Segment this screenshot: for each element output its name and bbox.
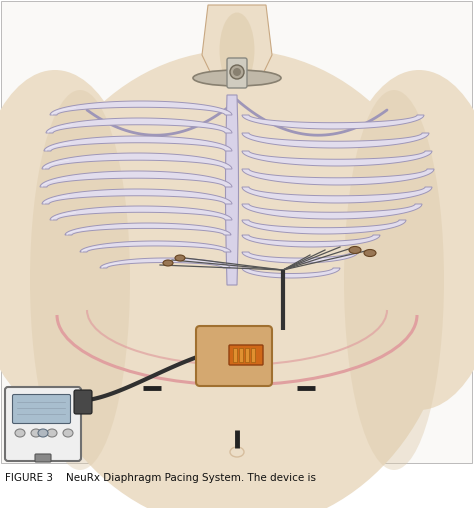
FancyBboxPatch shape	[233, 348, 237, 362]
Polygon shape	[46, 118, 232, 133]
FancyBboxPatch shape	[227, 58, 247, 88]
FancyBboxPatch shape	[196, 326, 272, 386]
FancyBboxPatch shape	[1, 1, 472, 463]
Ellipse shape	[22, 50, 452, 508]
Polygon shape	[242, 268, 340, 278]
Polygon shape	[242, 204, 422, 219]
FancyBboxPatch shape	[245, 348, 249, 362]
FancyBboxPatch shape	[251, 348, 255, 362]
FancyBboxPatch shape	[229, 345, 263, 365]
Polygon shape	[242, 235, 380, 247]
Polygon shape	[242, 252, 358, 263]
Polygon shape	[242, 169, 434, 185]
FancyBboxPatch shape	[12, 395, 71, 424]
Polygon shape	[42, 189, 232, 204]
Polygon shape	[44, 136, 232, 151]
Ellipse shape	[38, 429, 48, 437]
Polygon shape	[242, 133, 429, 148]
Polygon shape	[242, 187, 432, 203]
FancyBboxPatch shape	[5, 387, 81, 461]
Ellipse shape	[334, 70, 474, 410]
FancyBboxPatch shape	[239, 348, 243, 362]
Ellipse shape	[349, 246, 361, 253]
Ellipse shape	[175, 255, 185, 261]
Ellipse shape	[63, 429, 73, 437]
Ellipse shape	[230, 65, 244, 79]
Polygon shape	[226, 95, 238, 285]
Polygon shape	[202, 5, 272, 80]
Ellipse shape	[344, 90, 444, 470]
Polygon shape	[50, 206, 232, 220]
FancyBboxPatch shape	[35, 454, 51, 462]
Polygon shape	[242, 115, 424, 129]
Polygon shape	[50, 101, 232, 115]
Ellipse shape	[364, 249, 376, 257]
Ellipse shape	[47, 429, 57, 437]
Polygon shape	[42, 153, 232, 169]
Ellipse shape	[193, 70, 281, 86]
Ellipse shape	[233, 68, 241, 76]
Polygon shape	[65, 223, 231, 235]
Polygon shape	[242, 151, 432, 166]
Ellipse shape	[219, 13, 255, 87]
Polygon shape	[242, 220, 406, 234]
Ellipse shape	[30, 90, 130, 470]
FancyBboxPatch shape	[74, 390, 92, 414]
Ellipse shape	[15, 429, 25, 437]
Polygon shape	[80, 241, 231, 252]
Ellipse shape	[31, 429, 41, 437]
Text: FIGURE 3    NeuRx Diaphragm Pacing System. The device is: FIGURE 3 NeuRx Diaphragm Pacing System. …	[5, 473, 316, 483]
Polygon shape	[40, 171, 232, 187]
Ellipse shape	[163, 260, 173, 266]
Polygon shape	[100, 258, 230, 268]
Ellipse shape	[0, 70, 140, 410]
